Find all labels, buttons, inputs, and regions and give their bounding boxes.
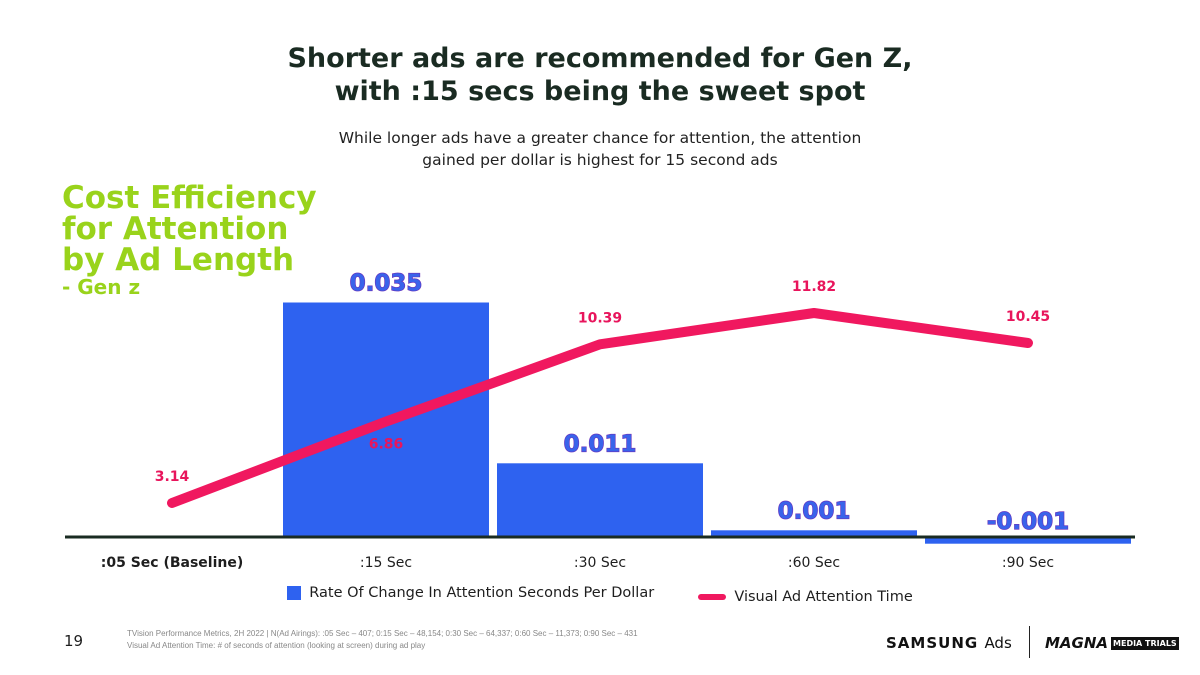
magna-logo: MAGNA MEDIA TRIALS	[1045, 634, 1179, 652]
legend-item-line: Visual Ad Attention Time	[698, 589, 913, 605]
legend: Rate Of Change In Attention Seconds Per …	[0, 585, 1200, 605]
footnote-line-1: TVision Performance Metrics, 2H 2022 | N…	[127, 629, 638, 638]
samsung-logo-text: SAMSUNG	[886, 634, 979, 652]
bar-4	[925, 537, 1131, 544]
line-label-3: 11.82	[792, 279, 836, 295]
bar-2	[497, 463, 703, 537]
chart-title: Cost Efficiency for Attention by Ad Leng…	[62, 180, 317, 299]
bar-label-4: -0.001	[987, 509, 1069, 535]
line-point-2	[599, 343, 601, 346]
line-label-4: 10.45	[1006, 309, 1050, 325]
page-subtitle: While longer ads have a greater chance f…	[0, 127, 1200, 171]
subtitle-line-2: gained per dollar is highest for 15 seco…	[422, 151, 778, 169]
chart-title-line-2: for Attention	[62, 211, 289, 247]
chart-title-line-1: Cost Efficiency	[62, 180, 317, 216]
legend-label-line: Visual Ad Attention Time	[734, 589, 913, 605]
title-line-1: Shorter ads are recommended for Gen Z,	[287, 43, 913, 74]
legend-swatch-line-icon	[698, 594, 727, 600]
bar-label-1: 0.035	[350, 271, 423, 297]
line-label-0: 3.14	[155, 469, 190, 485]
line-point-0	[171, 502, 173, 504]
bar-3	[711, 530, 917, 537]
legend-item-bar: Rate Of Change In Attention Seconds Per …	[287, 585, 654, 601]
chart-subtitle: - Gen z	[62, 275, 141, 299]
x-tick-label-4: :90 Sec	[1002, 555, 1054, 571]
bar-label-3: 0.001	[778, 498, 851, 524]
x-tick-label-2: :30 Sec	[574, 555, 626, 571]
page-number: 19	[64, 632, 84, 650]
labels-layer: 0.035 0.011 0.001 -0.001 3.14 6.86 10.39 11.82 1…	[155, 270, 1070, 536]
footnote-line-2: Visual Ad Attention Time: # of seconds o…	[127, 641, 426, 650]
title-line-2: with :15 secs being the sweet spot	[334, 76, 866, 107]
chart-title-line-3: by Ad Length	[62, 242, 295, 278]
media-trials-badge: MEDIA TRIALS	[1111, 636, 1179, 650]
line-label-2: 10.39	[578, 310, 622, 326]
line-label-1: 6.86	[369, 437, 404, 453]
samsung-ads-logo: SAMSUNG Ads	[886, 634, 1012, 652]
legend-label-bar: Rate Of Change In Attention Seconds Per …	[309, 585, 655, 601]
page-title: Shorter ads are recommended for Gen Z, w…	[0, 42, 1200, 108]
line-point-1	[385, 420, 387, 423]
x-tick-label-0: :05 Sec (Baseline)	[101, 555, 244, 571]
logo-divider	[1029, 626, 1030, 658]
footnote: TVision Performance Metrics, 2H 2022 | N…	[127, 628, 638, 652]
subtitle-line-1: While longer ads have a greater chance f…	[338, 129, 862, 147]
line-point-4	[1027, 341, 1029, 344]
line-point-3	[813, 312, 815, 314]
ads-logo-text: Ads	[984, 634, 1012, 652]
line-layer	[167, 308, 1033, 508]
magna-logo-text: MAGNA	[1045, 634, 1109, 652]
legend-swatch-bar-icon	[287, 586, 302, 600]
x-axis-ticks: :05 Sec (Baseline) :15 Sec :30 Sec :60 Sec:…	[101, 555, 1054, 571]
x-tick-label-1: :15 Sec	[360, 555, 412, 571]
x-tick-label-3: :60 Sec	[788, 555, 840, 571]
bar-label-2: 0.011	[564, 431, 637, 457]
